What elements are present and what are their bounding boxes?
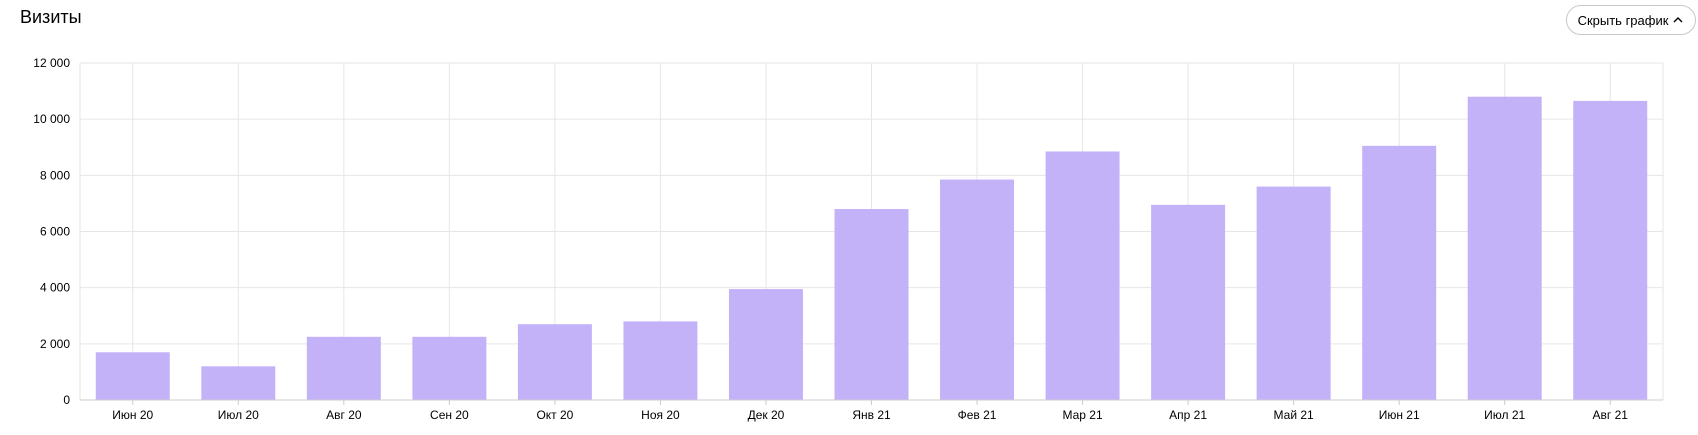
hide-chart-button[interactable]: Скрыть график: [1566, 5, 1696, 35]
y-tick-label: 6 000: [40, 225, 70, 239]
x-tick-label: Июл 20: [218, 408, 259, 422]
y-tick-label: 2 000: [40, 337, 70, 351]
chevron-up-icon: [1672, 14, 1684, 26]
hide-chart-label: Скрыть график: [1577, 12, 1669, 28]
x-tick-label: Июн 21: [1379, 408, 1420, 422]
x-tick-label: Сен 20: [430, 408, 469, 422]
bar: [1256, 186, 1331, 400]
x-tick-label: Май 21: [1274, 408, 1315, 422]
bar: [412, 336, 487, 400]
x-tick-label: Авг 21: [1593, 408, 1629, 422]
bar: [834, 209, 909, 400]
x-tick-label: Мар 21: [1062, 408, 1102, 422]
bar: [517, 324, 592, 400]
bar: [940, 179, 1015, 400]
x-tick-label: Дек 20: [748, 408, 785, 422]
bar: [95, 352, 170, 400]
bar: [1045, 151, 1120, 400]
bar: [306, 336, 381, 400]
y-tick-label: 4 000: [40, 281, 70, 295]
bar: [1467, 96, 1542, 400]
bar: [728, 289, 803, 400]
bar: [1151, 204, 1226, 400]
page-title: Визиты: [20, 7, 82, 27]
x-tick-label: Ноя 20: [641, 408, 680, 422]
x-tick-label: Июл 21: [1484, 408, 1525, 422]
x-tick-label: Окт 20: [536, 408, 573, 422]
y-tick-label: 12 000: [33, 56, 70, 70]
y-tick-label: 8 000: [40, 168, 70, 182]
x-tick-label: Фев 21: [958, 408, 997, 422]
bar: [1573, 100, 1648, 400]
bar: [623, 321, 698, 400]
y-tick-label: 10 000: [33, 112, 70, 126]
y-tick-label: 0: [63, 393, 70, 407]
x-tick-label: Апр 21: [1169, 408, 1207, 422]
x-tick-label: Авг 20: [326, 408, 362, 422]
bar: [201, 366, 276, 400]
x-tick-label: Июн 20: [112, 408, 153, 422]
bar: [1362, 145, 1437, 400]
x-tick-label: Янв 21: [852, 408, 891, 422]
